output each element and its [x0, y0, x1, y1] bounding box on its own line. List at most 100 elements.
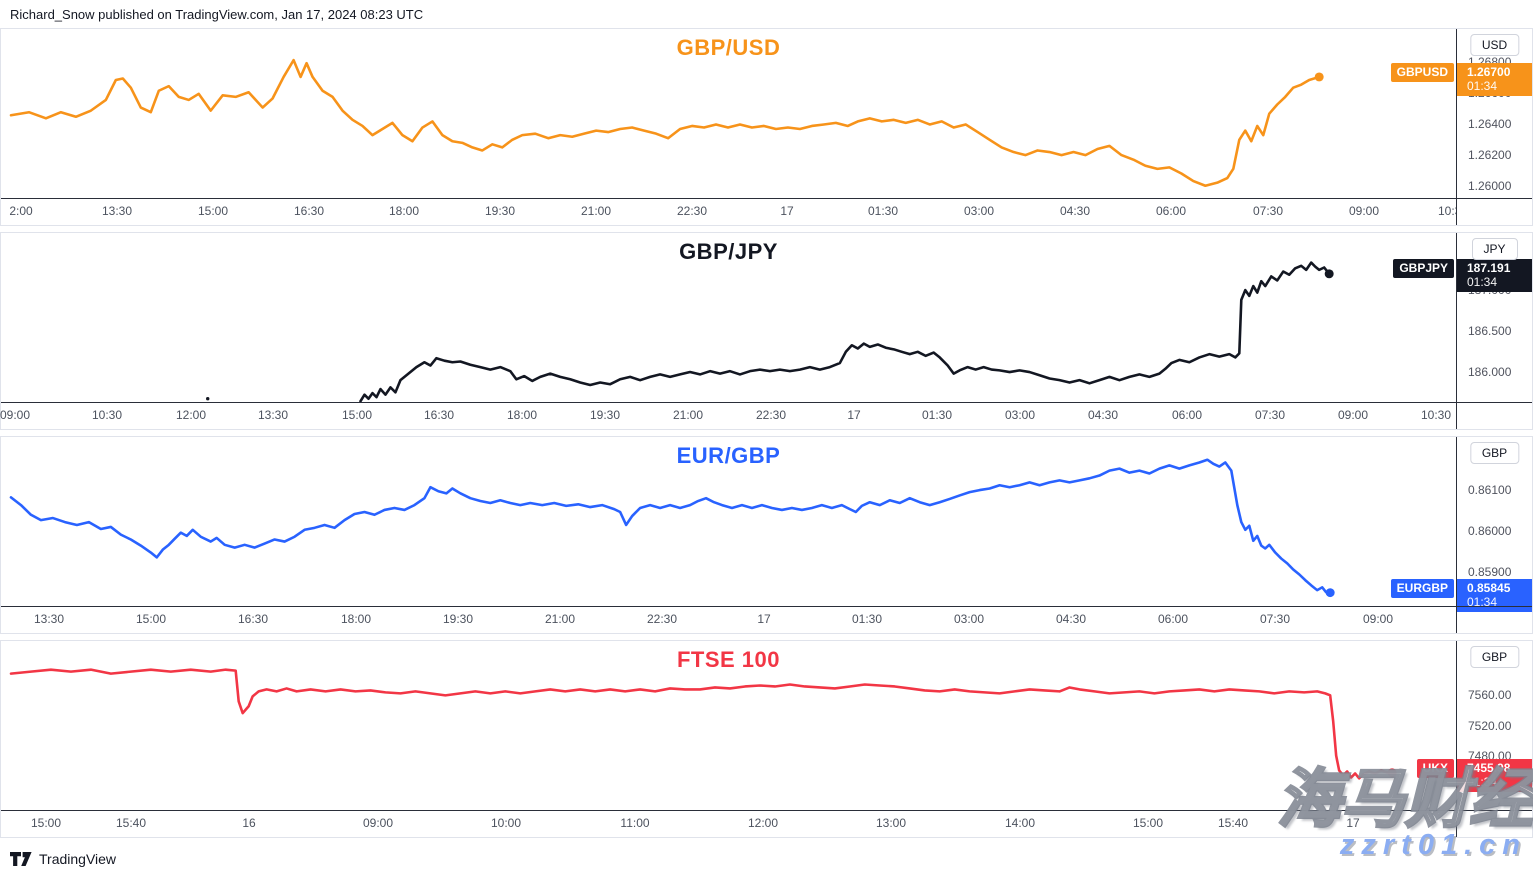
- time-tick-label: 09:00: [362, 816, 394, 830]
- time-axis[interactable]: 13:30 15:00 16:30 18:00 19:30 21:00 22:30 17 01:…: [1, 606, 1532, 633]
- last-price: 7455.98: [1467, 761, 1511, 776]
- ftse100-plot-area[interactable]: FTSE 100 UKX: [1, 641, 1456, 810]
- time-tick-label: 04:30: [1059, 204, 1091, 218]
- gbpusd-line-chart: [9, 58, 1324, 188]
- time-tick-label: 09:00: [0, 408, 31, 422]
- price-tick-label: 7520.00: [1468, 718, 1512, 733]
- last-price-time: 01:34: [1467, 595, 1498, 610]
- time-tick-label: 14:00: [1004, 816, 1036, 830]
- time-axis[interactable]: 15:00 15:40 16 09:00 10:00 11:00 12:00 13:00 14:…: [1, 810, 1532, 837]
- last-price: 187.191: [1467, 261, 1511, 276]
- chart-panel-eurgbp: EUR/GBP EURGBP 13:30 15:00 16:30 18:00 19:30…: [0, 436, 1533, 634]
- price-scale[interactable]: GBP 7455.98 01:34 7560.00 7520.00 7480.00: [1456, 641, 1532, 837]
- time-tick-label: 19:30: [589, 408, 621, 422]
- price-tick-label: 1.26200: [1468, 148, 1512, 163]
- time-tick-label: 04:30: [1055, 612, 1087, 626]
- eurgbp-plot-area[interactable]: EUR/GBP EURGBP: [1, 437, 1456, 606]
- ftse100-line-chart: [9, 668, 1397, 780]
- time-tick-label: 17: [1346, 816, 1360, 830]
- currency-button[interactable]: JPY: [1471, 238, 1518, 260]
- price-tick-label: 1.26000: [1468, 179, 1512, 194]
- time-tick-label: 09:00: [1348, 204, 1380, 218]
- time-tick-label: 06:00: [1157, 612, 1189, 626]
- time-tick-label: 11:00: [620, 816, 650, 830]
- gbpusd-plot-area[interactable]: GBP/USD GBPUSD: [1, 29, 1456, 198]
- time-tick-label: 13:30: [101, 204, 133, 218]
- tradingview-brand-label: TradingView: [39, 850, 117, 867]
- attribution-bar: Richard_Snow published on TradingView.co…: [0, 0, 1533, 28]
- last-price: 0.85845: [1467, 581, 1511, 596]
- time-tick-label: 07:30: [1259, 612, 1291, 626]
- time-tick-label: 19:30: [484, 204, 516, 218]
- time-tick-label: 15:00: [197, 204, 229, 218]
- time-tick-label: 22:30: [755, 408, 787, 422]
- symbol-badge-eurgbp: EURGBP: [1390, 579, 1454, 599]
- time-tick-label: 21:00: [672, 408, 704, 422]
- time-tick-label: 15:40: [115, 816, 147, 830]
- footer-bar: TradingView: [0, 844, 1533, 873]
- time-tick-label: 16:30: [423, 408, 455, 422]
- time-tick-label: 17: [757, 612, 771, 626]
- time-tick-label: 10:00: [490, 816, 522, 830]
- time-tick-label: 16:30: [237, 612, 269, 626]
- price-tick-label: 0.85900: [1468, 564, 1512, 579]
- currency-button[interactable]: GBP: [1469, 442, 1520, 464]
- last-price-time: 01:34: [1467, 275, 1498, 290]
- time-tick-label: 22:30: [646, 612, 678, 626]
- time-tick-label: 09:00: [1362, 612, 1394, 626]
- time-tick-label: 16:30: [293, 204, 325, 218]
- time-tick-label: 10:30: [1420, 408, 1452, 422]
- time-tick-label: 03:00: [1004, 408, 1036, 422]
- time-tick-label: 12:00: [175, 408, 207, 422]
- time-tick-label: 17: [847, 408, 861, 422]
- price-tick-label: 1.26400: [1468, 117, 1512, 132]
- time-tick-label: 01:30: [867, 204, 899, 218]
- currency-button[interactable]: USD: [1469, 34, 1520, 56]
- chart-panel-gbpjpy: GBP/JPY GBPJPY 09:00 10:30 12:00 13:30 15:00…: [0, 232, 1533, 430]
- time-tick-label: 01:30: [851, 612, 883, 626]
- price-tick-label: 186.500: [1468, 324, 1512, 338]
- symbol-badge-ukx: UKX: [1416, 759, 1454, 779]
- time-tick-label: 03:00: [953, 612, 985, 626]
- price-tick-label: 0.86100: [1468, 482, 1512, 497]
- time-axis[interactable]: 2:00 13:30 15:00 16:30 18:00 19:30 21:00 22:30 1…: [1, 198, 1532, 225]
- time-tick-label: 16: [242, 816, 256, 830]
- chart-panel-ftse100: FTSE 100 UKX 15:00 15:40 16 09:00 10:00 11:00…: [0, 640, 1533, 838]
- price-tick-label: 0.86000: [1468, 523, 1512, 538]
- gbpjpy-plot-area[interactable]: GBP/JPY GBPJPY: [1, 233, 1456, 402]
- price-scale[interactable]: USD 1.26700 01:34 1.268001.266001.264001…: [1456, 29, 1532, 225]
- time-tick-label: 10:30: [91, 408, 123, 422]
- time-tick-label: 01:30: [921, 408, 953, 422]
- chart-panel-gbpusd: GBP/USD GBPUSD 2:00 13:30 15:00 16:30 18:00 1…: [0, 28, 1533, 226]
- time-tick-label: 21:00: [544, 612, 576, 626]
- last-price-badge: 7455.98 01:34: [1457, 759, 1532, 793]
- tradingview-brand[interactable]: TradingView: [10, 851, 116, 867]
- last-price-badge: 0.85845 01:34: [1457, 579, 1532, 613]
- time-tick-label: 15:00: [1132, 816, 1164, 830]
- currency-button[interactable]: GBP: [1469, 646, 1520, 668]
- time-tick-label: 17: [780, 204, 794, 218]
- time-tick-label: 15:00: [135, 612, 167, 626]
- gbpjpy-line-chart: [206, 261, 1334, 402]
- time-tick-label: 06:00: [1155, 204, 1187, 218]
- time-axis[interactable]: 09:00 10:30 12:00 13:30 15:00 16:30 18:00 19:30…: [0, 402, 1532, 429]
- symbol-badge-gbpusd: GBPUSD: [1390, 62, 1454, 82]
- time-tick-label: 12:00: [747, 816, 779, 830]
- time-tick-label: 18:00: [506, 408, 538, 422]
- time-tick-label: 13:30: [33, 612, 65, 626]
- price-scale[interactable]: GBP 0.85845 01:34 0.86100 0.86000 0.85900: [1456, 437, 1532, 633]
- price-tick-label: 7560.00: [1468, 688, 1512, 702]
- time-tick-label: 21:00: [580, 204, 612, 218]
- time-tick-label: 07:30: [1252, 204, 1284, 218]
- eurgbp-line-chart: [9, 458, 1335, 598]
- time-tick-label: 09:00: [1337, 408, 1369, 422]
- symbol-badge-gbpjpy: GBPJPY: [1393, 259, 1454, 279]
- time-tick-label: 15:00: [30, 816, 62, 830]
- time-tick-label: 2:00: [9, 204, 33, 218]
- time-tick-label: 06:00: [1171, 408, 1203, 422]
- attribution-text: Richard_Snow published on TradingView.co…: [10, 6, 424, 22]
- tradingview-logo-icon: [10, 851, 32, 866]
- time-tick-label: 03:00: [963, 204, 995, 218]
- time-tick-label: 18:00: [340, 612, 372, 626]
